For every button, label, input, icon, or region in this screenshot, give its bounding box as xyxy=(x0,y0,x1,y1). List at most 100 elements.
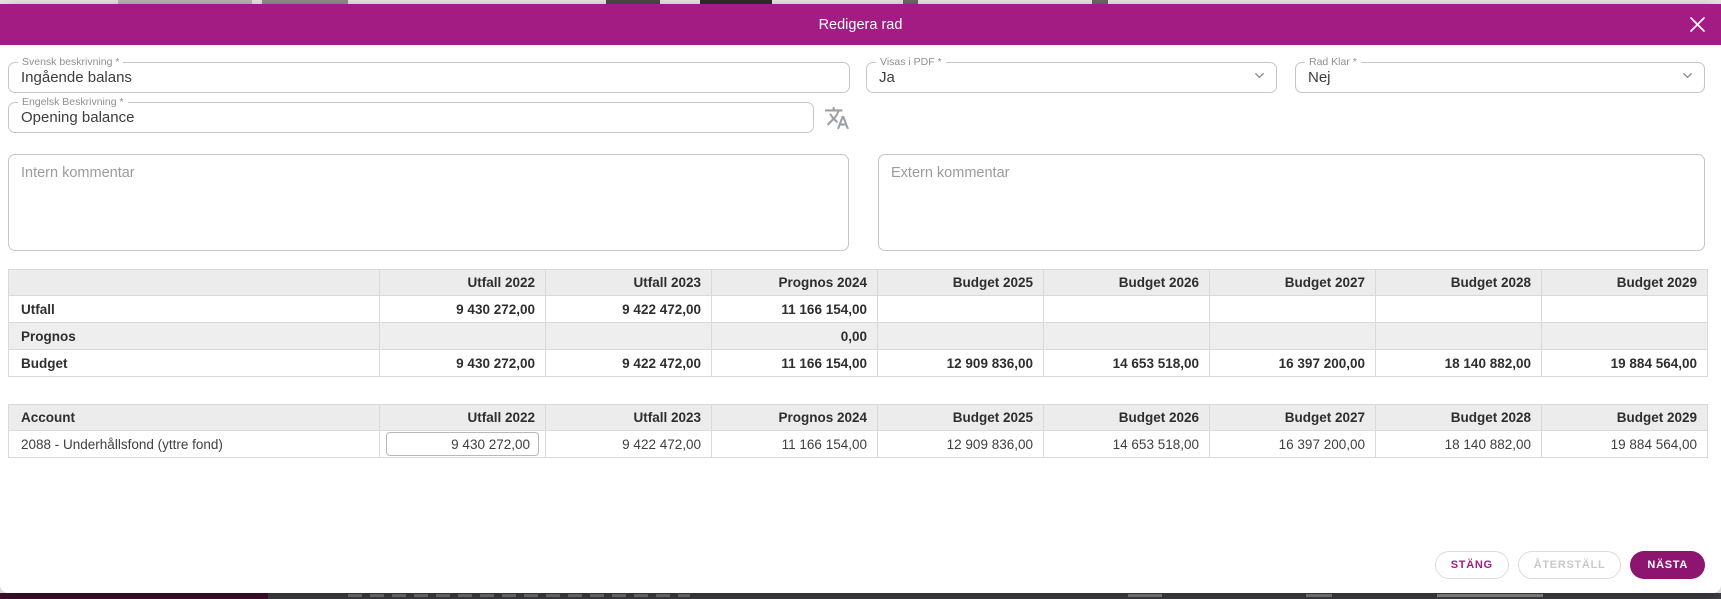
reset-button[interactable]: ÅTERSTÄLL xyxy=(1517,551,1622,579)
value-cell: 16 397 200,00 xyxy=(1209,349,1376,377)
value-cell: 19 884 564,00 xyxy=(1541,349,1708,377)
svensk-beskrivning-field: Svensk beskrivning * xyxy=(8,56,850,93)
value-cell: 11 166 154,00 xyxy=(711,295,878,323)
value-cell: 9 422 472,00 xyxy=(545,349,712,377)
value-cell xyxy=(379,322,546,350)
rad-klar-label: Rad Klar * xyxy=(1305,56,1361,69)
engelsk-beskrivning-field: Engelsk Beskrivning * xyxy=(8,96,814,133)
dialog-header: Redigera rad xyxy=(0,4,1721,45)
background-artifact xyxy=(700,0,772,4)
value-cell xyxy=(1541,322,1708,350)
background-artifact xyxy=(118,0,252,4)
column-header: Budget 2029 xyxy=(1541,404,1708,431)
column-header: Utfall 2022 xyxy=(379,269,546,296)
column-header: Prognos 2024 xyxy=(711,404,878,431)
value-cell xyxy=(1375,322,1542,350)
column-header: Budget 2025 xyxy=(877,269,1044,296)
column-header: Budget 2027 xyxy=(1209,269,1376,296)
value-cell: 14 653 518,00 xyxy=(1043,430,1210,458)
svensk-beskrivning-label: Svensk beskrivning * xyxy=(18,56,124,69)
background-artifact xyxy=(262,0,348,4)
engelsk-beskrivning-label: Engelsk Beskrivning * xyxy=(18,96,128,109)
rad-klar-select[interactable]: Rad Klar * Nej xyxy=(1295,56,1705,93)
visas-i-pdf-label: Visas i PDF * xyxy=(876,56,946,69)
background-artifact xyxy=(1092,0,1108,4)
background-artifact xyxy=(1306,594,1332,597)
row-label: Utfall xyxy=(8,295,380,323)
close-icon[interactable] xyxy=(1686,14,1708,36)
footer-buttons: STÄNG ÅTERSTÄLL NÄSTA xyxy=(1434,551,1705,579)
background-artifact xyxy=(348,594,690,597)
table-row: Budget 9 430 272,00 9 422 472,00 11 166 154… xyxy=(8,349,1708,377)
chevron-down-icon xyxy=(1252,68,1267,88)
value-cell xyxy=(1209,322,1376,350)
column-header: Utfall 2022 xyxy=(379,404,546,431)
column-header: Budget 2026 xyxy=(1043,269,1210,296)
account-value-input[interactable] xyxy=(386,432,539,456)
row-label: 2088 - Underhållsfond (yttre fond) xyxy=(8,430,380,458)
value-cell xyxy=(877,322,1044,350)
account-table: Account Utfall 2022 Utfall 2023 Prognos 202… xyxy=(8,404,1708,458)
value-cell xyxy=(1043,322,1210,350)
column-header: Account xyxy=(8,404,380,431)
chevron-down-icon xyxy=(1680,68,1695,88)
value-cell: 9 422 472,00 xyxy=(545,430,712,458)
column-header: Budget 2028 xyxy=(1375,269,1542,296)
value-cell xyxy=(1541,295,1708,323)
visas-i-pdf-value: Ja xyxy=(879,69,895,86)
extern-kommentar-textarea[interactable] xyxy=(878,154,1705,251)
value-cell: 14 653 518,00 xyxy=(1043,349,1210,377)
background-artifact xyxy=(0,593,268,599)
column-header: Budget 2028 xyxy=(1375,404,1542,431)
value-cell: 16 397 200,00 xyxy=(1209,430,1376,458)
background-artifact xyxy=(903,0,918,4)
dialog-title: Redigera rad xyxy=(818,16,903,33)
svensk-beskrivning-input[interactable] xyxy=(9,63,849,92)
column-header: Budget 2027 xyxy=(1209,404,1376,431)
column-header: Prognos 2024 xyxy=(711,269,878,296)
translate-icon[interactable] xyxy=(824,105,850,131)
value-cell: 19 884 564,00 xyxy=(1541,430,1708,458)
value-cell: 12 909 836,00 xyxy=(877,430,1044,458)
background-page-top-edge xyxy=(0,0,1721,4)
value-cell: 12 909 836,00 xyxy=(877,349,1044,377)
intern-kommentar-textarea[interactable] xyxy=(8,154,849,251)
value-cell xyxy=(1043,295,1210,323)
engelsk-beskrivning-input[interactable] xyxy=(9,103,813,132)
value-cell xyxy=(877,295,1044,323)
value-cell: 11 166 154,00 xyxy=(711,430,878,458)
visas-i-pdf-select[interactable]: Visas i PDF * Ja xyxy=(866,56,1277,93)
row-label: Budget xyxy=(8,349,380,377)
value-cell: 9 430 272,00 xyxy=(379,349,546,377)
table-row: 2088 - Underhållsfond (yttre fond) 9 422 … xyxy=(8,430,1708,458)
value-cell: 11 166 154,00 xyxy=(711,349,878,377)
next-button[interactable]: NÄSTA xyxy=(1630,551,1705,579)
table-row: Prognos 0,00 xyxy=(8,322,1708,350)
background-artifact xyxy=(1128,594,1162,597)
value-cell xyxy=(545,322,712,350)
row-label: Prognos xyxy=(8,322,380,350)
close-button[interactable]: STÄNG xyxy=(1434,551,1509,579)
value-cell: 0,00 xyxy=(711,322,878,350)
column-header: Utfall 2023 xyxy=(545,269,712,296)
summary-table: Utfall 2022 Utfall 2023 Prognos 2024 Budget… xyxy=(8,269,1708,377)
column-header: Budget 2025 xyxy=(877,404,1044,431)
background-artifact xyxy=(606,0,660,4)
background-page-bottom-edge xyxy=(0,593,1721,599)
edit-row-dialog: Redigera rad Svensk beskrivning * Visas … xyxy=(0,4,1721,593)
rad-klar-value: Nej xyxy=(1308,69,1331,86)
table-row: Utfall 9 430 272,00 9 422 472,00 11 166 154… xyxy=(8,295,1708,323)
value-cell: 18 140 882,00 xyxy=(1375,349,1542,377)
column-header: Budget 2026 xyxy=(1043,404,1210,431)
value-cell: 9 430 272,00 xyxy=(379,295,546,323)
value-cell: 18 140 882,00 xyxy=(1375,430,1542,458)
background-artifact xyxy=(1437,594,1543,597)
value-cell xyxy=(1209,295,1376,323)
column-header xyxy=(8,269,380,296)
value-cell: 9 422 472,00 xyxy=(545,295,712,323)
column-header: Budget 2029 xyxy=(1541,269,1708,296)
column-header: Utfall 2023 xyxy=(545,404,712,431)
value-cell xyxy=(1375,295,1542,323)
value-cell xyxy=(379,430,546,458)
